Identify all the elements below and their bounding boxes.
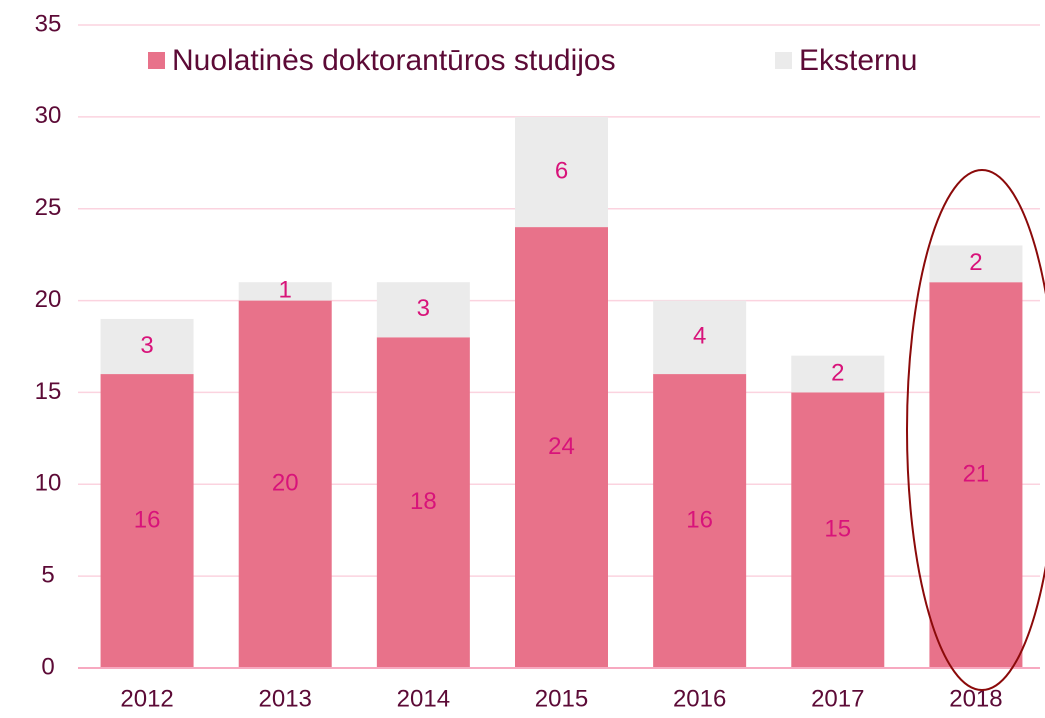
bar-segment [791,392,885,668]
legend-swatch [775,52,792,69]
bar-segment [515,227,608,669]
bar-segment [376,337,470,668]
legend-label: Eksternu [799,44,917,77]
bar-segment [929,282,1023,668]
legend-swatch [148,52,165,69]
highlight-ellipse [906,169,1045,691]
data-label: 3 [417,295,430,322]
data-label: 2 [969,249,982,276]
data-label: 15 [824,516,851,543]
data-label: 1 [279,277,292,304]
bar-segment [376,282,470,338]
y-tick-label: 30 [35,102,62,129]
x-tick-label: 2016 [673,685,726,712]
data-label: 18 [410,488,437,515]
bar-segment [653,300,747,375]
data-label: 3 [140,332,153,359]
y-tick-label: 20 [35,286,62,313]
bar-segment [100,318,194,375]
bar-segment [238,282,332,301]
y-tick-label: 15 [35,378,62,405]
bar-segment [791,355,885,393]
bar-segment [929,245,1023,283]
x-tick-label: 2013 [259,685,312,712]
bar-segment [238,300,332,668]
y-tick-label: 25 [35,194,62,221]
x-tick-label: 2015 [535,685,588,712]
bar-segment [515,116,608,228]
data-label: 4 [693,323,706,350]
data-label: 16 [686,506,713,533]
data-label: 2 [831,359,844,386]
data-label: 6 [555,157,568,184]
bar-segment [100,374,194,668]
data-label: 20 [272,470,299,497]
x-tick-label: 2017 [811,685,864,712]
y-tick-label: 35 [35,10,62,37]
y-tick-label: 0 [41,653,54,680]
data-label: 16 [134,506,161,533]
data-label: 21 [963,460,990,487]
bar-segment [653,374,747,668]
legend-label: Nuolatinės doktorantūros studijos [172,44,616,77]
x-tick-label: 2014 [397,685,450,712]
x-tick-label: 2012 [120,685,173,712]
y-tick-label: 5 [41,561,54,588]
y-tick-label: 10 [35,470,62,497]
data-label: 24 [548,433,575,460]
